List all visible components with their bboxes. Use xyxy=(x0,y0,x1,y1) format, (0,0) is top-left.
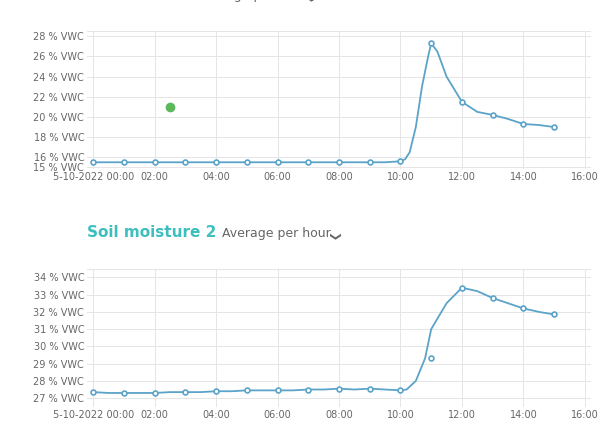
Text: ❯: ❯ xyxy=(327,232,338,241)
Text: Average per hour: Average per hour xyxy=(198,0,307,2)
Text: Average per hour: Average per hour xyxy=(222,227,331,240)
Text: Soil moisture 2: Soil moisture 2 xyxy=(87,225,217,240)
Text: Soil moisture: Soil moisture xyxy=(87,0,200,2)
Text: ❯: ❯ xyxy=(303,0,314,4)
